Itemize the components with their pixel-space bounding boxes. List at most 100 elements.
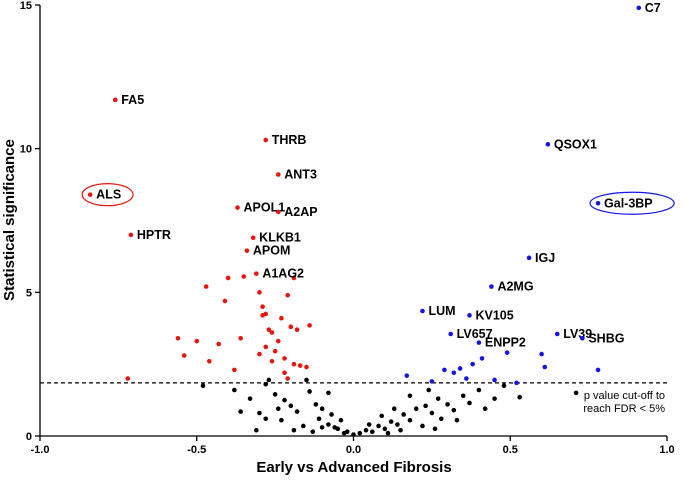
label-hptr: HPTR <box>137 228 171 242</box>
x-tick-label: 0.5 <box>503 444 518 456</box>
point-ns <box>326 390 331 396</box>
point-ns <box>257 410 262 416</box>
label-als: ALS <box>96 188 121 202</box>
point-down <box>285 292 290 298</box>
point-ns <box>370 429 375 434</box>
point-ns <box>407 417 413 423</box>
point-down <box>282 370 287 376</box>
label-lum: LUM <box>428 304 455 318</box>
point-ns <box>398 427 403 433</box>
label-shbg: SHBG <box>588 331 624 345</box>
point-ns <box>395 422 400 427</box>
point-ns <box>482 406 488 412</box>
point-igj <box>526 255 532 261</box>
point-ns <box>388 419 394 424</box>
y-axis-title: Statistical significance <box>1 139 18 301</box>
point-down <box>297 363 303 368</box>
point-ns <box>401 412 406 417</box>
point-ns <box>476 387 482 393</box>
point-down <box>222 298 228 304</box>
point-up <box>404 373 410 378</box>
point-ns <box>382 426 388 432</box>
point-down <box>288 324 294 330</box>
point-ns <box>319 406 325 412</box>
point-klkb1 <box>250 235 256 241</box>
point-ns <box>291 427 297 433</box>
point-enpp2 <box>476 340 482 345</box>
point-ns <box>435 396 441 401</box>
point-ns <box>266 377 272 383</box>
point-ns <box>376 423 381 429</box>
point-ns <box>288 403 294 409</box>
point-ns <box>313 402 319 407</box>
y-tick-label: 5 <box>26 287 32 299</box>
point-thrb <box>263 137 269 143</box>
label-thrb: THRB <box>272 133 307 147</box>
point-ns <box>391 406 397 412</box>
point-ns <box>454 417 460 423</box>
point-ns <box>326 422 331 427</box>
point-ns <box>310 429 316 434</box>
point-down <box>232 367 237 373</box>
point-up <box>479 356 485 361</box>
point-ns <box>275 406 281 412</box>
point-lv657 <box>448 331 453 337</box>
label-a1ag2: A1AG2 <box>262 267 304 281</box>
point-down <box>125 376 131 381</box>
point-ns <box>332 425 337 430</box>
point-shbg <box>580 336 585 341</box>
label-apol1: APOL1 <box>244 201 286 215</box>
cutoff-label-line1: p value cut-off to <box>584 390 665 402</box>
point-ns <box>301 423 306 429</box>
point-down <box>225 275 231 281</box>
point-ns <box>467 400 472 406</box>
point-ns <box>366 422 372 427</box>
point-down <box>194 338 200 344</box>
point-down <box>291 275 297 281</box>
point-down <box>203 284 209 289</box>
label-qsox1: QSOX1 <box>554 137 597 151</box>
point-ns <box>363 427 369 433</box>
label-apom: APOM <box>253 244 291 258</box>
point-ns <box>445 402 450 407</box>
point-ns <box>420 423 425 429</box>
point-a2ap <box>275 209 281 215</box>
x-tick-label: -0.5 <box>187 444 206 456</box>
point-a2mg <box>489 284 494 289</box>
point-up <box>464 376 469 381</box>
x-tick-label: 0.0 <box>346 444 361 456</box>
point-ns <box>432 426 438 432</box>
point-up <box>457 366 463 371</box>
point-down <box>181 353 187 358</box>
label-a2ap: A2AP <box>284 205 317 219</box>
point-ns <box>429 410 435 416</box>
point-ns <box>263 381 269 387</box>
point-ns <box>319 425 325 430</box>
point-ns <box>460 393 466 399</box>
point-ns <box>438 416 444 422</box>
point-ns <box>423 403 428 409</box>
y-tick-label: 15 <box>20 0 32 12</box>
point-ns <box>492 396 497 401</box>
point-down <box>272 348 278 354</box>
highlight-ring-gal-3bp <box>589 191 675 215</box>
point-ns <box>517 394 522 400</box>
point-ns <box>426 387 432 393</box>
point-apom <box>244 248 250 253</box>
point-up <box>492 377 497 383</box>
point-ns <box>304 377 309 383</box>
point-ns <box>272 392 278 397</box>
point-ns <box>329 412 334 417</box>
point-lv39 <box>554 331 560 337</box>
point-ns <box>573 390 579 396</box>
point-ns <box>338 417 344 423</box>
point-down <box>266 327 272 332</box>
point-ns <box>351 432 356 437</box>
point-down <box>260 304 265 310</box>
point-down <box>304 364 309 370</box>
label-gal-3bp: Gal-3BP <box>604 196 653 210</box>
label-fa5: FA5 <box>121 93 144 107</box>
point-ns <box>279 417 284 423</box>
point-down <box>257 290 262 295</box>
y-tick-label: 10 <box>20 144 32 156</box>
